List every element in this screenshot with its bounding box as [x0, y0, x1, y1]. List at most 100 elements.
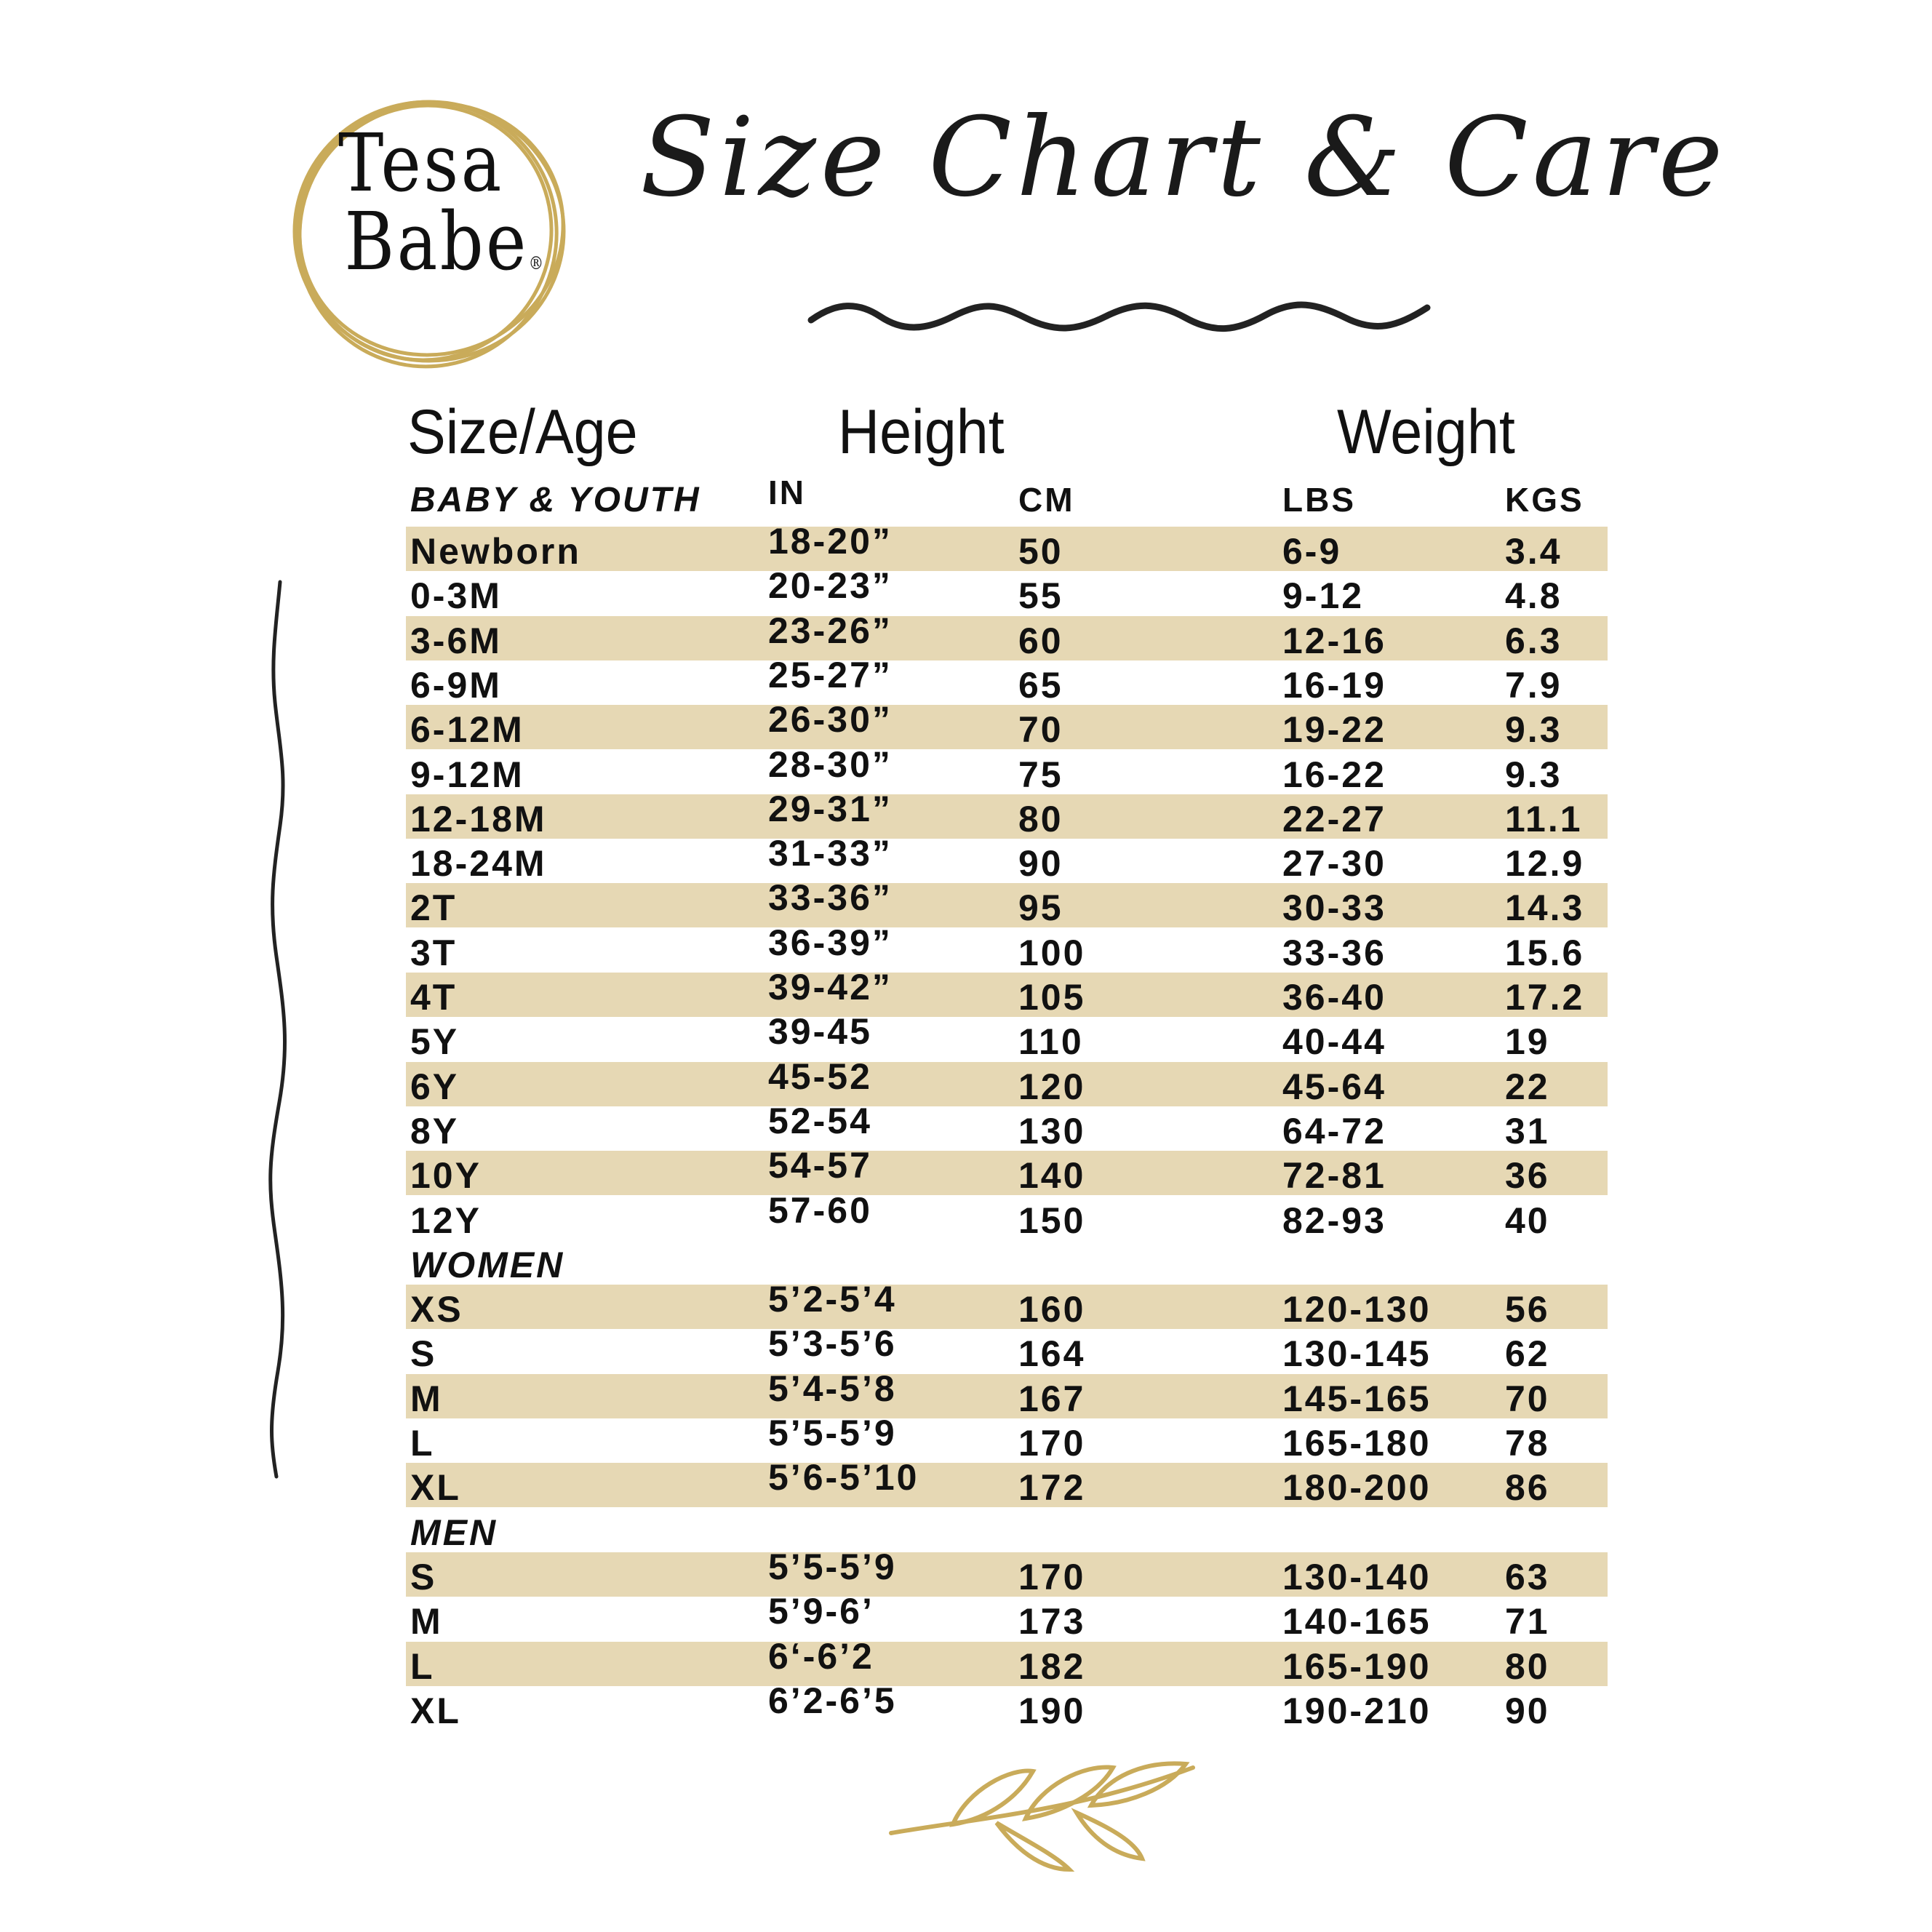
- table-row: XL 6’2-6’5 190 190-210 90: [406, 1682, 1608, 1731]
- cell-in: 5’4-5’8: [768, 1368, 897, 1409]
- cell-lbs: 12-16: [1282, 620, 1386, 661]
- cell-size: 10Y: [410, 1155, 482, 1197]
- table-row: 6-9M 25-27” 65 16-19 7.9: [406, 657, 1608, 706]
- subheader-kgs: KGS: [1505, 481, 1584, 519]
- section-baby-youth: BABY & YOUTH: [410, 481, 701, 519]
- cell-lbs: 19-22: [1282, 709, 1386, 751]
- header-height: Height: [838, 397, 1005, 467]
- cell-lbs: 140-165: [1282, 1601, 1432, 1642]
- cell-lbs: 22-27: [1282, 798, 1386, 839]
- cell-lbs: 180-200: [1282, 1467, 1432, 1509]
- cell-kgs: 22: [1505, 1066, 1550, 1107]
- cell-cm: 60: [1018, 620, 1063, 661]
- cell-kgs: 15.6: [1505, 932, 1585, 973]
- wavy-divider-icon: [807, 301, 1431, 332]
- cell-lbs: 130-145: [1282, 1333, 1432, 1375]
- cell-cm: 90: [1018, 843, 1063, 885]
- table-row: L 5’5-5’9 170 165-180 78: [406, 1415, 1608, 1464]
- cell-size: L: [410, 1645, 435, 1687]
- cell-cm: 160: [1018, 1289, 1086, 1330]
- table-row: XS 5’2-5’4 160 120-130 56: [406, 1281, 1608, 1330]
- cell-cm: 170: [1018, 1556, 1086, 1597]
- cell-in: 26-30”: [768, 699, 893, 741]
- cell-lbs: 6-9: [1282, 531, 1342, 572]
- cell-lbs: 45-64: [1282, 1066, 1386, 1107]
- cell-size: 2T: [410, 887, 458, 929]
- table-row: 6-12M 26-30” 70 19-22 9.3: [406, 701, 1608, 751]
- cell-kgs: 4.8: [1505, 575, 1562, 617]
- cell-kgs: 86: [1505, 1467, 1550, 1509]
- cell-cm: 120: [1018, 1066, 1086, 1107]
- cell-cm: 150: [1018, 1199, 1086, 1241]
- table-row: 8Y 52-54 130 64-72 31: [406, 1100, 1608, 1151]
- table-row: M 5’9-6’ 173 140-165 71: [406, 1593, 1608, 1642]
- cell-size: L: [410, 1423, 435, 1464]
- cell-in: 29-31”: [768, 788, 893, 829]
- cell-cm: 70: [1018, 709, 1063, 751]
- cell-kgs: 11.1: [1505, 798, 1583, 839]
- cell-size: Newborn: [410, 531, 581, 572]
- cell-in: 20-23”: [768, 565, 893, 607]
- cell-in: 28-30”: [768, 743, 893, 785]
- cell-cm: 110: [1018, 1021, 1084, 1063]
- subheader-cm: CM: [1018, 481, 1075, 519]
- cell-size: XS: [410, 1289, 463, 1330]
- table-row: 6Y 45-52 120 45-64 22: [406, 1058, 1608, 1107]
- cell-size: 12-18M: [410, 798, 547, 839]
- logo-circle-icon: [292, 100, 566, 369]
- header-weight: Weight: [1337, 397, 1515, 467]
- cell-lbs: 9-12: [1282, 575, 1365, 617]
- cell-in: 23-26”: [768, 610, 893, 651]
- table-row: 5Y 39-45 110 40-44 19: [406, 1013, 1608, 1063]
- cell-in: 52-54: [768, 1100, 872, 1141]
- cell-kgs: 6.3: [1505, 620, 1562, 661]
- cell-cm: 95: [1018, 887, 1063, 929]
- table-row: L 6‘-6’2 182 165-190 80: [406, 1638, 1608, 1687]
- cell-size: 3T: [410, 932, 458, 973]
- brand-logo: Tesa Babe®: [287, 95, 571, 371]
- cell-cm: 182: [1018, 1645, 1086, 1687]
- page-title: Size Chart & Care: [640, 95, 1728, 221]
- table-row: 3T 36-39” 100 33-36 15.6: [406, 925, 1608, 973]
- table-row: 9-12M 28-30” 75 16-22 9.3: [406, 746, 1608, 795]
- cell-in: 45-52: [768, 1055, 872, 1097]
- table-row: 10Y 54-57 140 72-81 36: [406, 1147, 1608, 1197]
- table-row: 18-24M 31-33” 90 27-30 12.9: [406, 835, 1608, 885]
- cell-size: S: [410, 1333, 437, 1375]
- cell-in: 5’3-5’6: [768, 1323, 897, 1365]
- cell-size: 0-3M: [410, 575, 502, 617]
- cell-lbs: 165-190: [1282, 1645, 1432, 1687]
- table-row: 12-18M 29-31” 80 22-27 11.1: [406, 788, 1608, 839]
- cell-kgs: 31: [1505, 1110, 1550, 1151]
- cell-size: XL: [410, 1690, 461, 1731]
- table-row: 2T 33-36” 95 30-33 14.3: [406, 879, 1608, 929]
- cell-in: 5’5-5’9: [768, 1546, 897, 1587]
- cell-cm: 75: [1018, 754, 1063, 795]
- table-row: Newborn 18-20” 50 6-9 3.4: [406, 523, 1608, 572]
- cell-lbs: 40-44: [1282, 1021, 1386, 1063]
- cell-kgs: 71: [1505, 1601, 1550, 1642]
- cell-kgs: 78: [1505, 1423, 1550, 1464]
- table-row: 4T 39-42” 105 36-40 17.2: [406, 969, 1608, 1018]
- table-row: S 5’5-5’9 170 130-140 63: [406, 1546, 1608, 1597]
- cell-size: 12Y: [410, 1199, 482, 1241]
- cell-lbs: 82-93: [1282, 1199, 1386, 1241]
- cell-lbs: 16-19: [1282, 664, 1386, 706]
- logo-wordmark: Tesa Babe®: [338, 123, 546, 303]
- section-row-women: WOMEN: [406, 1240, 1608, 1285]
- cell-lbs: 36-40: [1282, 977, 1386, 1018]
- cell-kgs: 62: [1505, 1333, 1550, 1375]
- cell-cm: 164: [1018, 1333, 1086, 1375]
- cell-lbs: 72-81: [1282, 1155, 1386, 1197]
- cell-size: XL: [410, 1467, 461, 1509]
- cell-size: 5Y: [410, 1021, 460, 1063]
- cell-in: 39-45: [768, 1011, 872, 1053]
- section-label-women: WOMEN: [410, 1244, 565, 1285]
- subheader-in: IN: [768, 474, 806, 511]
- cell-cm: 100: [1018, 932, 1086, 973]
- section-label-men: MEN: [410, 1512, 498, 1553]
- cell-kgs: 70: [1505, 1378, 1550, 1419]
- cell-lbs: 16-22: [1282, 754, 1386, 795]
- cell-lbs: 64-72: [1282, 1110, 1386, 1151]
